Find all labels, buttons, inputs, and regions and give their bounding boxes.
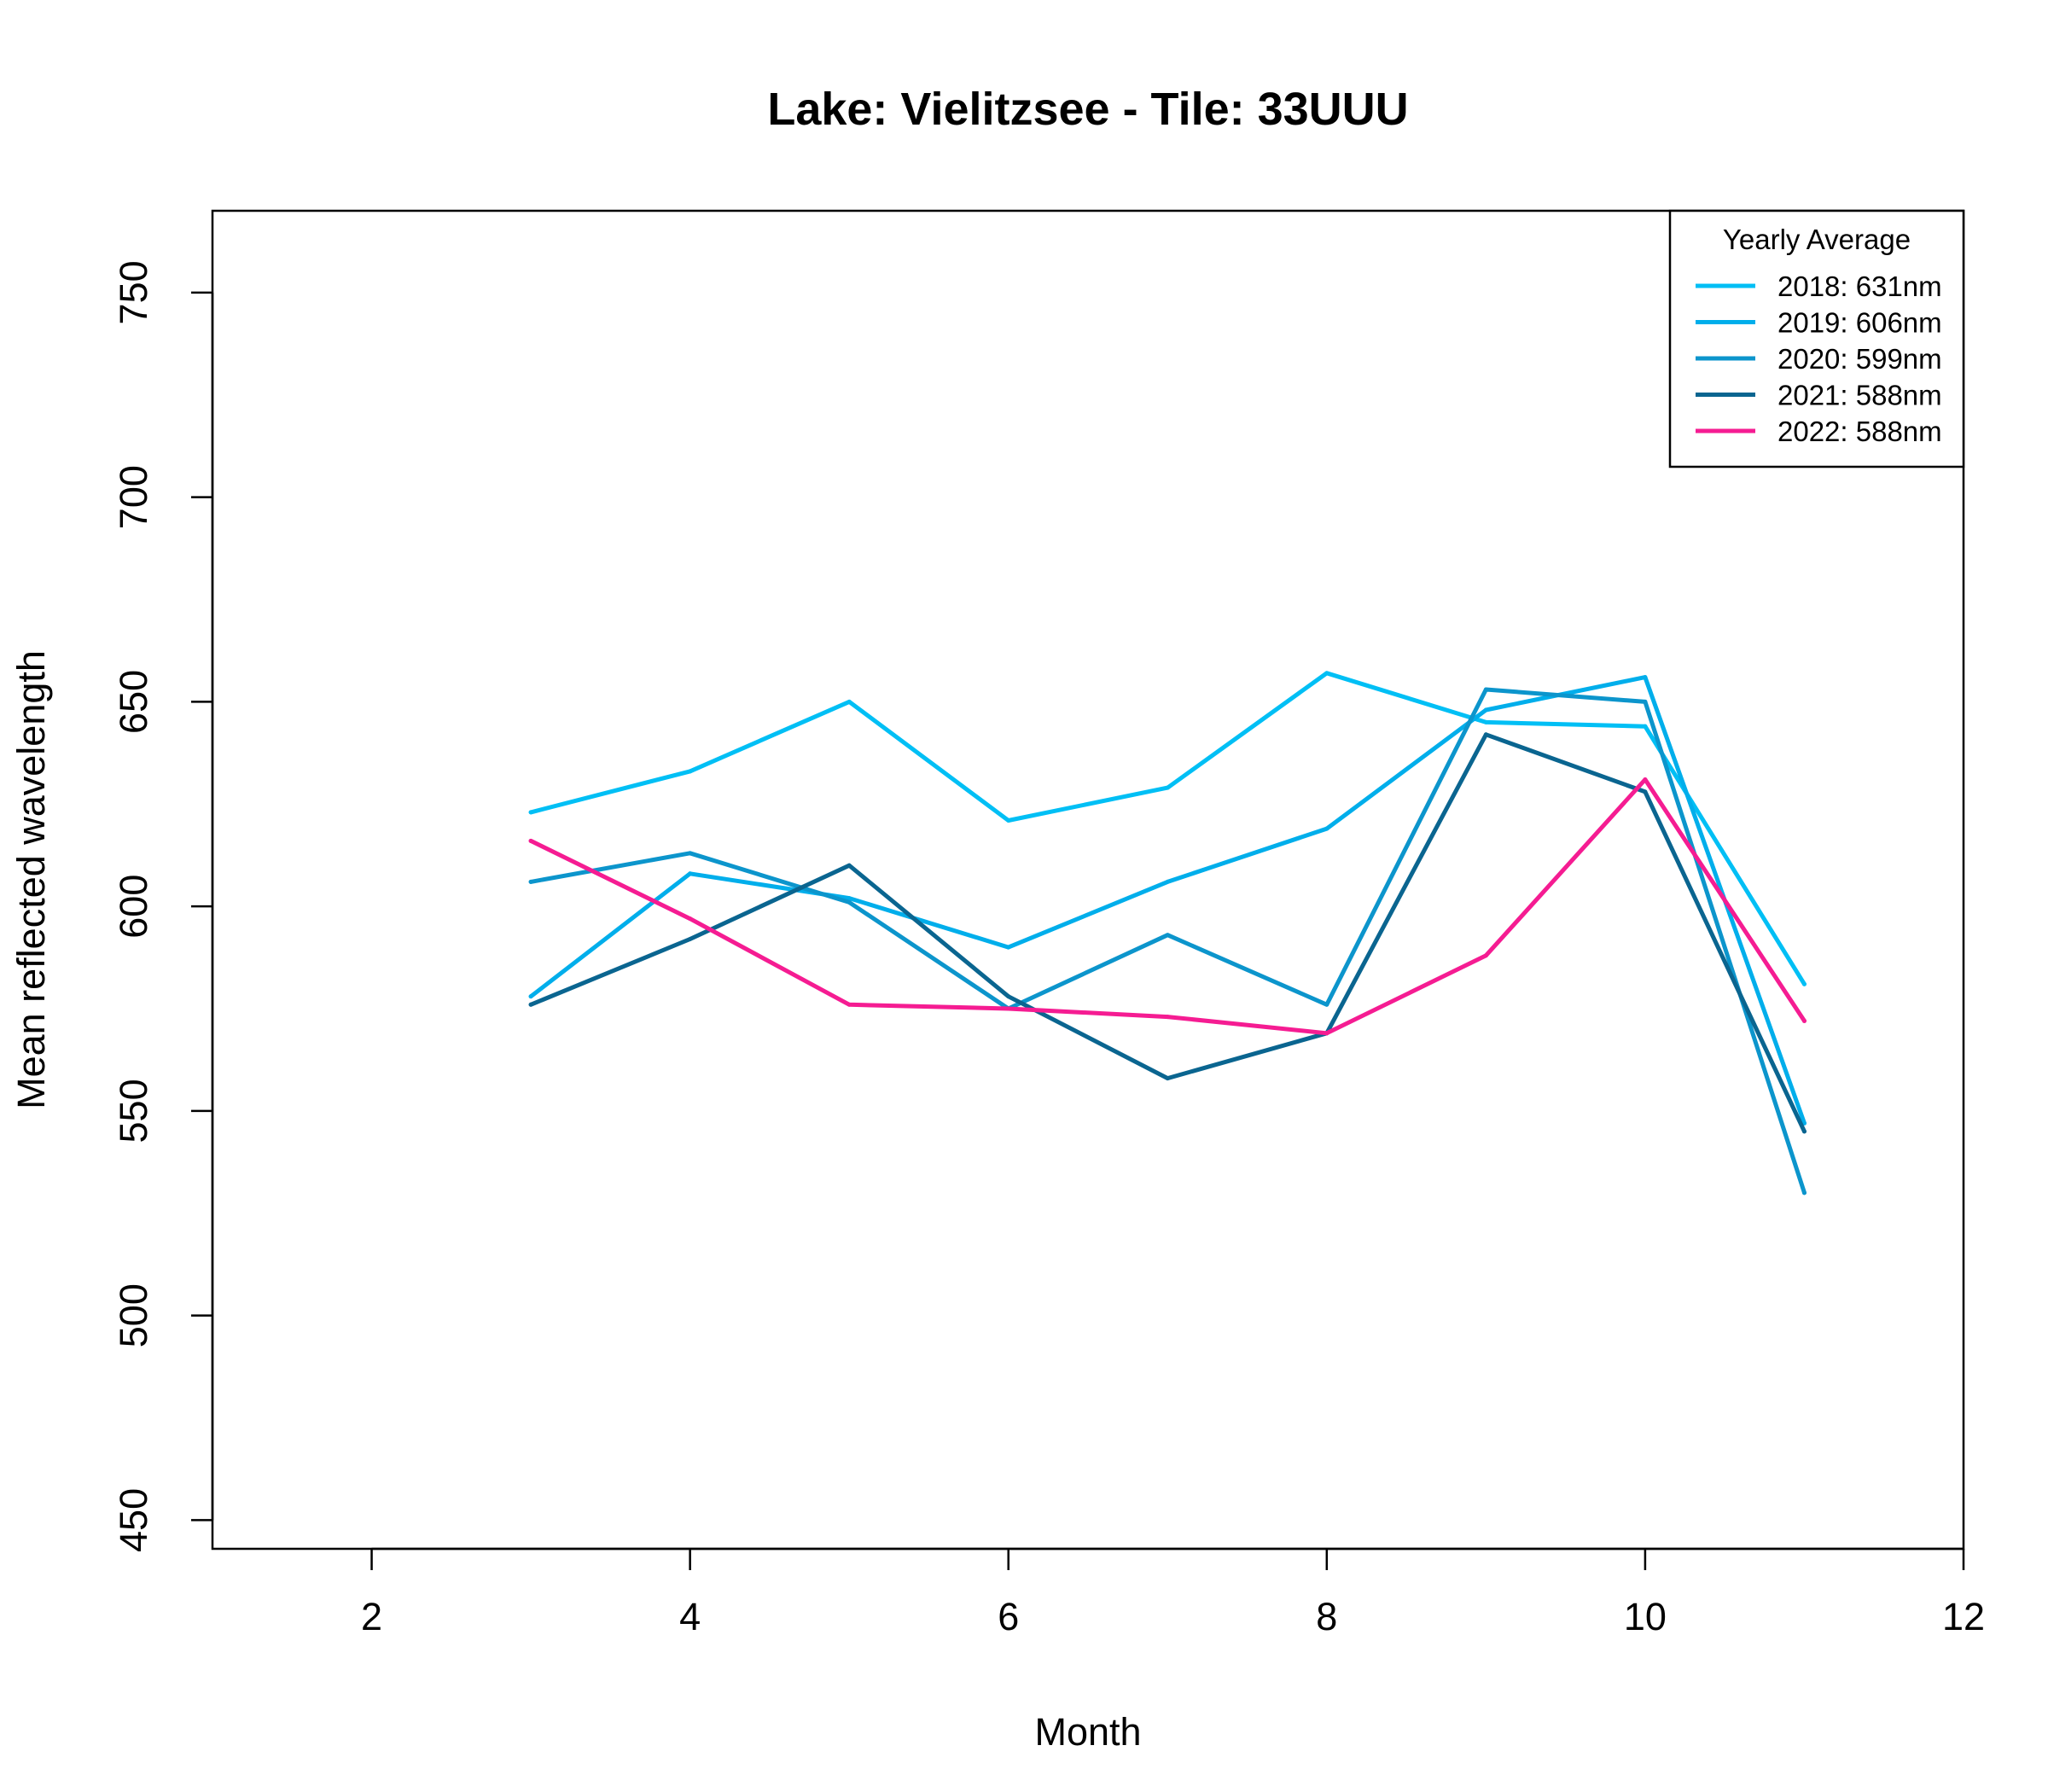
data-point [1165, 1015, 1170, 1020]
data-point [528, 1002, 533, 1007]
y-tick-label: 600 [112, 875, 155, 939]
series-group-item [528, 671, 1807, 986]
data-point [1483, 732, 1488, 737]
x-tick-label: 4 [679, 1595, 701, 1638]
x-axis: 2 4 6 8 10 12 [361, 1547, 1985, 1638]
series-line [528, 687, 1807, 1196]
legend: Yearly Average 2018: 631nm 2019: 606nm 202… [1668, 209, 1965, 468]
data-point [1643, 789, 1648, 794]
data-point [1801, 1018, 1807, 1023]
data-point [1483, 707, 1488, 713]
data-point [1643, 777, 1648, 783]
data-point [1006, 945, 1011, 950]
chart-title: Lake: Vielitzsee - Tile: 33UUU [767, 84, 1408, 135]
data-point [528, 994, 533, 999]
x-tick-label: 2 [361, 1595, 382, 1638]
data-point [1483, 687, 1488, 692]
data-point [1324, 1002, 1329, 1007]
data-point [847, 899, 852, 905]
data-point [1643, 724, 1648, 729]
data-point [1801, 1190, 1807, 1196]
legend-title: Yearly Average [1723, 224, 1911, 255]
y-axis-label: Mean reflected wavelength [9, 650, 53, 1109]
legend-entry-label: 2021: 588nm [1777, 380, 1942, 411]
data-point [1006, 1006, 1011, 1011]
data-point [847, 896, 852, 901]
data-point [1165, 933, 1170, 938]
legend-entry-label: 2020: 599nm [1777, 343, 1942, 375]
data-point [688, 916, 693, 922]
y-axis: 450 500 550 600 650 700 750 [112, 260, 214, 1552]
data-point [1483, 953, 1488, 958]
data-point [688, 851, 693, 856]
data-point [1165, 1076, 1170, 1081]
data-point [1483, 719, 1488, 724]
legend-entry-label: 2018: 631nm [1777, 271, 1942, 302]
data-point [847, 1002, 852, 1007]
data-point [1324, 671, 1329, 676]
series-line [528, 675, 1807, 1126]
series-group-item [528, 675, 1807, 1126]
data-point [847, 699, 852, 704]
data-point [1643, 675, 1648, 680]
legend-entry-label: 2022: 588nm [1777, 416, 1942, 447]
y-tick-label: 550 [112, 1079, 155, 1143]
data-point [528, 879, 533, 884]
data-point [1643, 699, 1648, 704]
y-tick-label: 700 [112, 465, 155, 529]
x-axis-label: Month [1034, 1710, 1141, 1754]
y-tick-label: 750 [112, 260, 155, 324]
data-point [528, 810, 533, 815]
x-tick-label: 6 [998, 1595, 1019, 1638]
series-group-item [528, 732, 1807, 1134]
series-group-item [528, 777, 1807, 1036]
x-tick-label: 12 [1942, 1595, 1985, 1638]
legend-entry-label: 2019: 606nm [1777, 307, 1942, 339]
y-tick-label: 650 [112, 670, 155, 734]
data-point [688, 937, 693, 942]
series-group-item [528, 687, 1807, 1196]
series-line [528, 777, 1807, 1036]
data-point [1165, 879, 1170, 884]
data-point [847, 863, 852, 868]
y-tick-label: 450 [112, 1488, 155, 1552]
data-point [1006, 994, 1011, 999]
series-group [528, 671, 1807, 1196]
data-point [1165, 785, 1170, 790]
x-tick-label: 10 [1624, 1595, 1667, 1638]
data-point [1324, 1031, 1329, 1036]
data-point [688, 769, 693, 774]
data-point [1801, 1129, 1807, 1134]
legend-box [1668, 209, 1965, 468]
data-point [1801, 981, 1807, 986]
x-tick-label: 8 [1316, 1595, 1337, 1638]
data-point [1006, 817, 1011, 823]
data-point [528, 838, 533, 843]
data-point [688, 871, 693, 876]
data-point [1324, 826, 1329, 831]
y-tick-label: 500 [112, 1283, 155, 1347]
